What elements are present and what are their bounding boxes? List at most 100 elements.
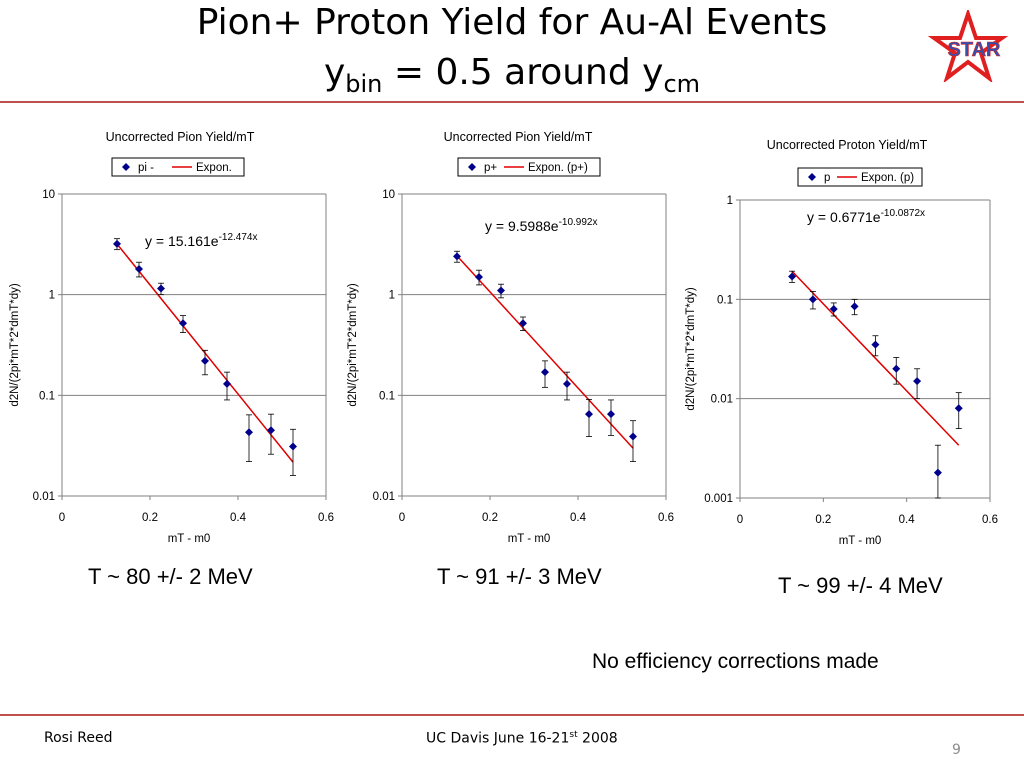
point-marker [829,304,838,313]
x-tick-label: 0.6 [982,514,998,526]
legend-series-label: p [824,172,830,184]
legend-fit-label: Expon. (p+) [528,162,588,174]
data-point [179,315,187,333]
point-marker [808,295,817,304]
chart-proton: Uncorrected Proton Yield/mT p Expon. (p) 0.… [685,138,998,547]
slide-subtitle: ybin = 0.5 around ycm [0,52,1024,98]
data-point [585,399,593,437]
fit-equation-base: y = 9.5988e [485,218,559,234]
y-tick-label: 10 [382,189,395,201]
point-marker [289,442,297,451]
fit-equation-exponent: -10.992x [559,217,598,228]
chart-pi-minus: Uncorrected Pion Yield/mT pi - Expon. 0.01 0… [9,130,334,545]
y-tick-label: 1 [389,290,395,302]
point-marker [113,239,121,248]
legend-point-marker [468,163,476,171]
point-marker [933,468,942,477]
temperature-proton: T ~ 99 +/- 4 MeV [778,573,943,598]
point-marker [179,319,187,328]
header-rule [0,101,1024,103]
legend-fit-label: Expon. (p) [861,172,914,184]
y-tick-label: 0.01 [33,491,55,503]
point-marker [201,356,209,365]
slide-title: Pion+ Proton Yield for Au-Al Events [196,2,828,43]
chart-title: Uncorrected Proton Yield/mT [767,138,928,152]
y-tick-label: 1 [727,195,733,207]
temperature-pi-minus: T ~ 80 +/- 2 MeV [88,564,253,589]
footer-rule [0,714,1024,716]
point-marker [475,272,483,281]
point-marker [954,404,963,413]
point-marker [892,364,901,373]
data-point [475,269,483,286]
point-marker [135,264,143,273]
data-point [245,414,253,462]
legend-series-label: pi - [138,162,154,174]
efficiency-note: No efficiency corrections made [592,650,879,673]
y-tick-label: 0.01 [373,491,395,503]
data-point [541,360,549,388]
point-marker [850,302,859,311]
y-tick-label: 0.1 [39,390,55,402]
y-tick-label: 0.001 [704,493,733,505]
subtitle-y: y [323,52,346,93]
fit-equation-base: y = 0.6771e [807,209,881,225]
footer-event-year: 2008 [577,730,618,747]
star-logo: STAR [928,10,1009,82]
legend-box [797,167,923,187]
data-point [808,291,817,310]
data-point [201,349,209,376]
fit-equation: y = 9.5988e-10.992x [485,217,597,234]
fit-line [791,270,960,446]
data-point [829,302,838,317]
data-point [267,413,275,455]
point-marker [267,426,275,435]
data-point [850,298,859,316]
data-point [519,316,527,331]
fit-equation: y = 15.161e-12.474x [145,232,257,249]
x-tick-label: 0.6 [658,512,674,524]
point-marker [788,272,797,281]
footer-author: Rosi Reed [44,730,113,746]
data-point [497,283,505,299]
data-point [629,420,637,462]
y-tick-label: 0.01 [711,394,733,406]
data-point [289,428,297,476]
data-point [933,444,942,499]
x-tick-label: 0.2 [482,512,498,524]
legend-fit-label: Expon. [196,162,232,174]
x-tick-label: 0.4 [570,512,587,524]
legend-point-marker [808,173,816,181]
fit-equation-exponent: -10.0872x [881,208,925,219]
data-point [788,270,797,283]
data-point [954,392,963,429]
data-point [892,357,901,385]
point-marker [157,284,165,293]
fit-equation-base: y = 15.161e [145,233,219,249]
point-marker [245,428,253,437]
y-axis-label: d2N/(2pi*mT*2*dmT*dy) [347,283,359,407]
subtitle-middle: = 0.5 around y [382,52,664,93]
star-logo-text: STAR [948,39,1002,61]
point-marker [607,410,615,419]
fit-equation-exponent: -12.474x [219,232,258,243]
point-marker [497,286,505,295]
x-axis-label: mT - m0 [168,533,211,545]
chart-title: Uncorrected Pion Yield/mT [106,130,255,144]
legend-box [457,157,601,177]
temperature-pi-plus: T ~ 91 +/- 3 MeV [437,564,602,589]
legend-point-marker [122,163,130,171]
y-tick-label: 10 [42,189,55,201]
data-point [453,250,461,263]
x-tick-label: 0.4 [230,512,247,524]
x-tick-label: 0.6 [318,512,334,524]
data-point [563,371,571,401]
footer-event: UC Davis June 16-21st 2008 [426,730,618,747]
y-axis-label: d2N/(2pi*mT*2*dmT*dy) [685,287,697,411]
x-tick-label: 0.2 [142,512,158,524]
chart-pi-plus: Uncorrected Pion Yield/mT p+ Expon. (p+) 0.… [347,130,674,545]
x-axis-label: mT - m0 [508,533,551,545]
point-marker [871,340,880,349]
point-marker [913,377,922,386]
chart-legend: pi - Expon. [111,157,245,177]
